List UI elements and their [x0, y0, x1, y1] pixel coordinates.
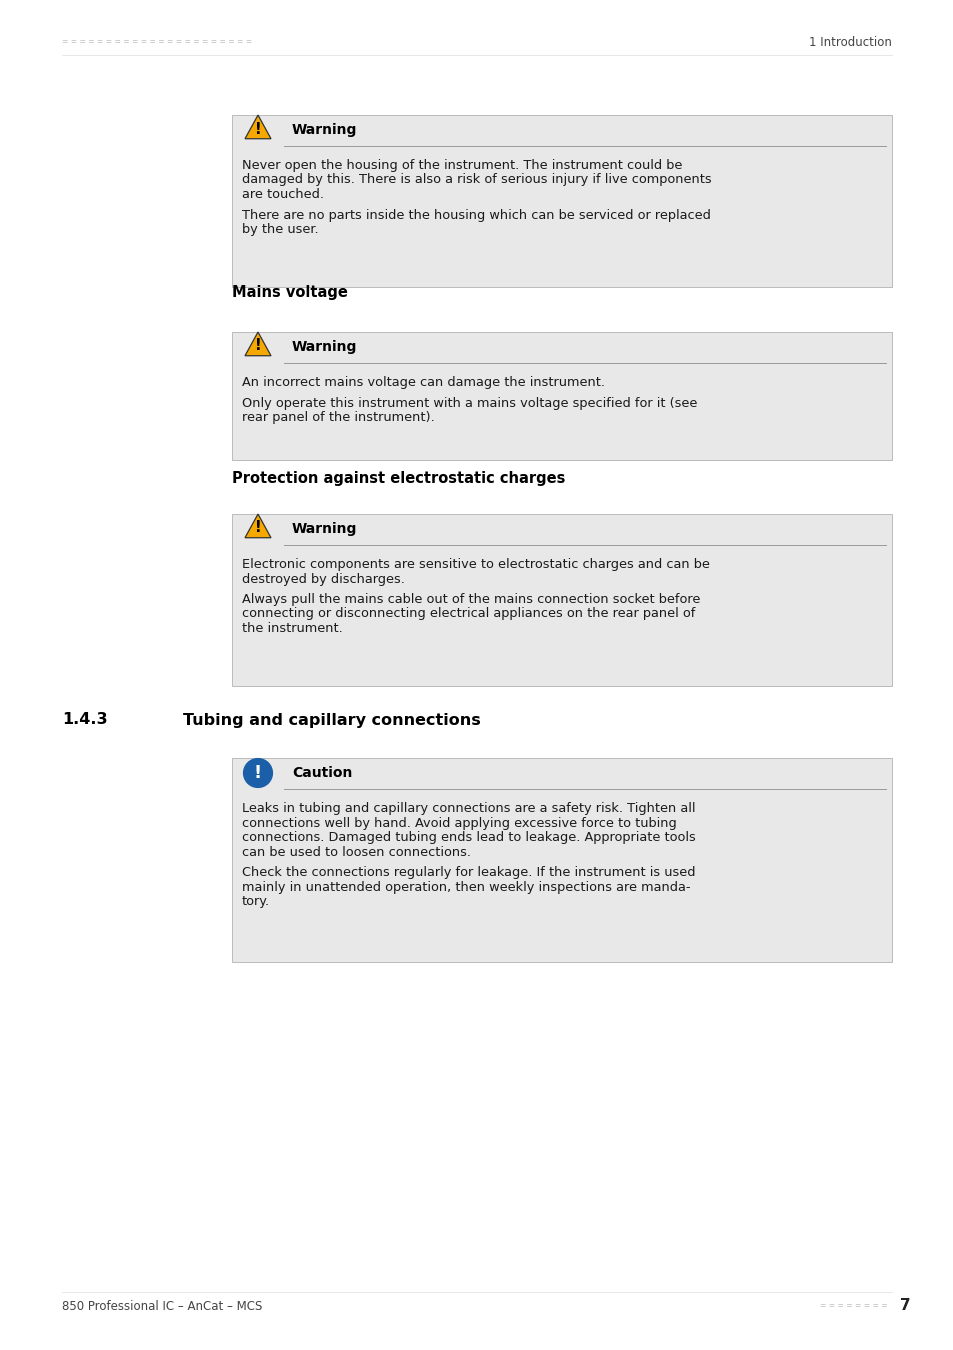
Text: Never open the housing of the instrument. The instrument could be: Never open the housing of the instrument…	[242, 159, 681, 171]
Text: Warning: Warning	[292, 522, 357, 536]
FancyBboxPatch shape	[232, 757, 891, 963]
Text: damaged by this. There is also a risk of serious injury if live components: damaged by this. There is also a risk of…	[242, 174, 711, 186]
Text: !: !	[254, 521, 261, 536]
Polygon shape	[245, 332, 271, 356]
Text: mainly in unattended operation, then weekly inspections are manda-: mainly in unattended operation, then wee…	[242, 880, 690, 894]
Text: Leaks in tubing and capillary connections are a safety risk. Tighten all: Leaks in tubing and capillary connection…	[242, 802, 695, 815]
Polygon shape	[245, 115, 271, 139]
Circle shape	[243, 759, 273, 787]
Text: 850 Professional IC – AnCat – MCS: 850 Professional IC – AnCat – MCS	[62, 1300, 262, 1312]
Text: Tubing and capillary connections: Tubing and capillary connections	[183, 713, 480, 728]
Text: by the user.: by the user.	[242, 223, 318, 236]
Text: Check the connections regularly for leakage. If the instrument is used: Check the connections regularly for leak…	[242, 865, 695, 879]
Text: Always pull the mains cable out of the mains connection socket before: Always pull the mains cable out of the m…	[242, 593, 700, 606]
Text: Electronic components are sensitive to electrostatic charges and can be: Electronic components are sensitive to e…	[242, 558, 709, 571]
Text: Caution: Caution	[292, 765, 352, 780]
Text: rear panel of the instrument).: rear panel of the instrument).	[242, 410, 435, 424]
Text: can be used to loosen connections.: can be used to loosen connections.	[242, 845, 471, 859]
FancyBboxPatch shape	[232, 115, 891, 288]
Text: 1 Introduction: 1 Introduction	[808, 35, 891, 49]
Text: = = = = = = = = = = = = = = = = = = = = = =: = = = = = = = = = = = = = = = = = = = = …	[62, 38, 252, 46]
Text: tory.: tory.	[242, 895, 270, 909]
Text: Mains voltage: Mains voltage	[232, 285, 348, 300]
FancyBboxPatch shape	[232, 332, 891, 460]
Text: the instrument.: the instrument.	[242, 622, 342, 634]
Text: are touched.: are touched.	[242, 188, 324, 201]
Text: An incorrect mains voltage can damage the instrument.: An incorrect mains voltage can damage th…	[242, 377, 604, 389]
Text: connections. Damaged tubing ends lead to leakage. Appropriate tools: connections. Damaged tubing ends lead to…	[242, 832, 695, 844]
Text: 1.4.3: 1.4.3	[62, 713, 108, 728]
Text: 7: 7	[899, 1299, 910, 1314]
Text: connections well by hand. Avoid applying excessive force to tubing: connections well by hand. Avoid applying…	[242, 817, 676, 829]
Text: = = = = = = = =: = = = = = = = =	[820, 1301, 886, 1311]
Polygon shape	[245, 514, 271, 537]
Text: !: !	[253, 764, 262, 782]
Text: !: !	[254, 122, 261, 136]
Text: !: !	[254, 339, 261, 354]
FancyBboxPatch shape	[232, 514, 891, 686]
Text: Protection against electrostatic charges: Protection against electrostatic charges	[232, 471, 565, 486]
Text: Warning: Warning	[292, 123, 357, 136]
Text: Warning: Warning	[292, 340, 357, 354]
Text: There are no parts inside the housing which can be serviced or replaced: There are no parts inside the housing wh…	[242, 208, 710, 221]
Text: destroyed by discharges.: destroyed by discharges.	[242, 572, 404, 586]
Text: Only operate this instrument with a mains voltage specified for it (see: Only operate this instrument with a main…	[242, 397, 697, 409]
Text: connecting or disconnecting electrical appliances on the rear panel of: connecting or disconnecting electrical a…	[242, 608, 695, 621]
